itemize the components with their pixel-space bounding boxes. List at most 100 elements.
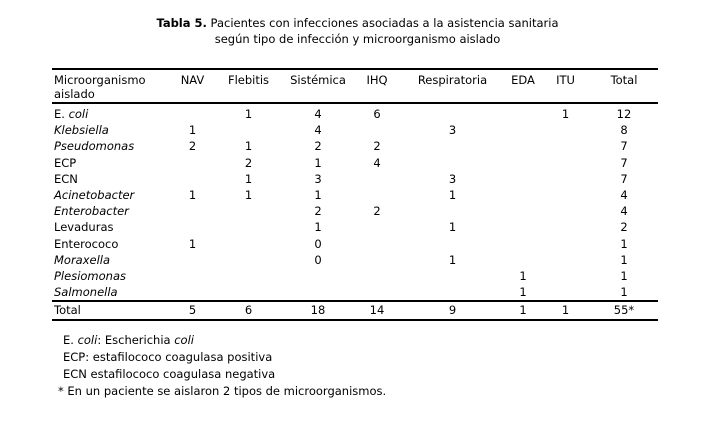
- footnote-line: ECP: estafilococo coagulasa positiva: [63, 349, 386, 366]
- footnote-line: E. coli: Escherichia coli: [63, 332, 386, 349]
- count-cell: [505, 236, 541, 252]
- column-header-ihq: IHQ: [354, 68, 400, 104]
- count-cell: 1: [448, 220, 457, 235]
- count-cell: 1: [561, 107, 570, 121]
- count-cell: [170, 103, 215, 122]
- count-cell: [215, 203, 282, 219]
- count-cell: [215, 236, 282, 252]
- microorganism-name: Levaduras: [52, 219, 170, 235]
- count-cell: [215, 268, 282, 284]
- table-row-enterobacter: Enterobacter 2 2 4: [52, 203, 658, 219]
- total-count-cell: 55*: [590, 300, 658, 322]
- table-row-klebsiella: Klebsiella 1 4 3 8: [52, 122, 658, 138]
- count-cell: [541, 138, 590, 154]
- count-cell: [354, 252, 400, 268]
- total-count-cell: 9: [400, 300, 505, 322]
- total-count-cell: 18: [282, 300, 354, 322]
- count-cell: [400, 155, 505, 171]
- count-cell: 2: [314, 204, 322, 219]
- microorganism-name: Plesiomonas: [52, 268, 170, 284]
- microorganism-name: Klebsiella: [52, 122, 170, 138]
- count-cell: [215, 122, 282, 138]
- count-cell: [541, 171, 590, 187]
- count-cell: [170, 252, 215, 268]
- text-segment: ECP: [54, 155, 77, 170]
- count-cell: [505, 155, 541, 171]
- total-count-cell: 6: [215, 300, 282, 322]
- count-cell: 12: [616, 107, 632, 121]
- count-cell: 1: [620, 269, 628, 284]
- text-segment: Enterococo: [54, 236, 119, 251]
- text-segment: Levaduras: [54, 220, 114, 235]
- infections-by-microorganism-table: Microorganismo aislado NAV Flebitis Sistém…: [52, 68, 658, 322]
- total-count-cell: 5: [170, 300, 215, 322]
- column-header-eda: EDA: [505, 68, 541, 104]
- count-cell: 3: [448, 123, 457, 138]
- count-cell: [354, 268, 400, 284]
- column-header-total: Total: [590, 68, 658, 104]
- footnote-line: * En un paciente se aislaron 2 tipos de …: [58, 383, 386, 400]
- column-header-nav: NAV: [170, 68, 215, 104]
- count-cell: 0: [314, 236, 322, 251]
- count-cell: [541, 155, 590, 171]
- italic-text-segment: coli: [77, 333, 98, 347]
- text-segment: E.: [54, 107, 69, 121]
- count-cell: [541, 203, 590, 219]
- count-cell: 1: [620, 236, 628, 251]
- count-cell: 6: [373, 107, 381, 121]
- count-cell: 1: [620, 285, 628, 300]
- table-row-acinetobacter: Acinetobacter 1 1 1 1 4: [52, 187, 658, 203]
- column-header-flebitis: Flebitis: [215, 68, 282, 104]
- count-cell: 4: [314, 107, 322, 121]
- count-cell: [505, 138, 541, 154]
- count-cell: [400, 284, 505, 301]
- table-number-label: Tabla 5.: [156, 16, 207, 30]
- count-cell: 1: [244, 139, 253, 154]
- count-cell: 3: [314, 171, 322, 186]
- count-cell: [505, 219, 541, 235]
- count-cell: [354, 187, 400, 203]
- table-row-enterococo: Enterococo 1 0 1: [52, 236, 658, 252]
- italic-text-segment: Enterobacter: [54, 204, 129, 219]
- count-cell: 1: [314, 220, 322, 235]
- count-cell: [354, 171, 400, 187]
- count-cell: [541, 187, 590, 203]
- microorganism-name: Acinetobacter: [52, 187, 170, 203]
- count-cell: 1: [188, 188, 197, 203]
- text-segment: * En un paciente se aislaron 2 tipos de …: [58, 384, 387, 398]
- count-cell: 7: [620, 155, 628, 170]
- italic-text-segment: Plesiomonas: [54, 269, 126, 284]
- count-cell: 2: [244, 155, 253, 170]
- count-cell: [541, 236, 590, 252]
- footnotes-block: E. coli: Escherichia coli ECP: estafiloco…: [58, 332, 386, 400]
- count-cell: 0: [314, 252, 322, 267]
- count-cell: 1: [314, 188, 322, 203]
- count-cell: [215, 252, 282, 268]
- count-cell: [400, 138, 505, 154]
- count-cell: [541, 252, 590, 268]
- table-row-levaduras: Levaduras 1 1 2: [52, 219, 658, 235]
- count-cell: [170, 203, 215, 219]
- count-cell: 4: [620, 188, 628, 203]
- microorganism-name: Pseudomonas: [52, 138, 170, 154]
- microorganism-name: ECP: [52, 155, 170, 171]
- count-cell: 1: [188, 123, 197, 138]
- column-header-line1: Microorganismo: [54, 73, 146, 87]
- italic-text-segment: Moraxella: [54, 252, 111, 267]
- column-header-line2: aislado: [54, 87, 95, 101]
- count-cell: [282, 268, 354, 284]
- table-row-ecp: ECP 2 1 4 7: [52, 155, 658, 171]
- count-cell: [170, 171, 215, 187]
- microorganism-name: E. coli: [52, 103, 170, 122]
- count-cell: [354, 236, 400, 252]
- count-cell: [505, 187, 541, 203]
- italic-text-segment: coli: [68, 107, 89, 121]
- count-cell: 1: [314, 155, 322, 170]
- count-cell: [354, 122, 400, 138]
- text-segment: : Escherichia: [97, 333, 175, 347]
- total-row: Total 5 6 18 14 9 1 1 55*: [52, 300, 658, 322]
- count-cell: [400, 236, 505, 252]
- count-cell: 7: [620, 139, 628, 154]
- count-cell: [215, 219, 282, 235]
- count-cell: [170, 155, 215, 171]
